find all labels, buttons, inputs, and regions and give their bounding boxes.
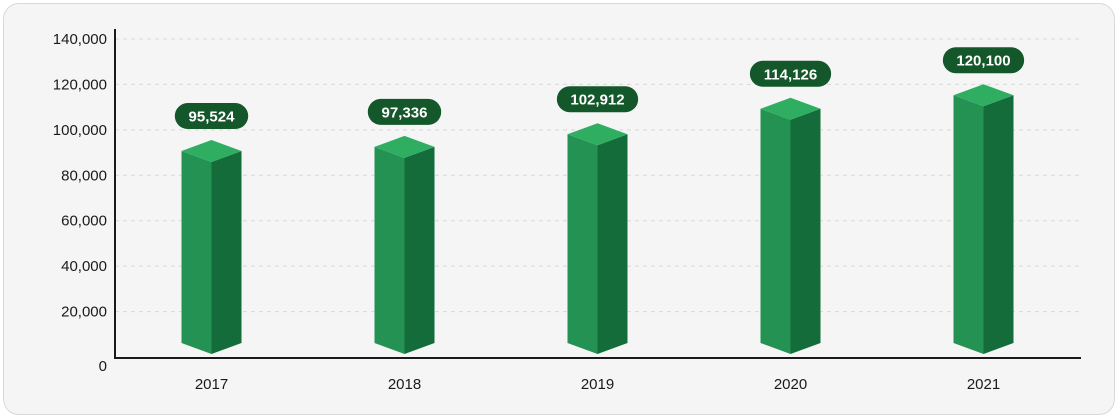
value-label-2021: 120,100 [942,47,1025,74]
bar-2019 [567,123,628,354]
y-tick-label: 140,000 [53,31,107,48]
y-tick-label: 40,000 [61,258,107,275]
y-tick-label: 80,000 [61,167,107,184]
value-label-2020: 114,126 [749,60,832,87]
value-label-2018: 97,336 [367,98,442,125]
value-text: 120,100 [956,53,1010,70]
bar-right-face [597,134,628,354]
y-tick-label: 100,000 [53,122,107,139]
bar-top-face [953,84,1014,107]
value-label-2019: 102,912 [556,86,639,113]
bar-right-face [211,151,242,354]
bar-right-face [790,108,821,355]
y-tick-label: 0 [99,358,107,375]
value-pill [556,86,639,113]
bar-left-face [374,146,405,354]
value-label-2017: 95,524 [174,103,249,130]
bar-top-face [181,140,242,163]
x-axis-label-2019: 2019 [581,376,614,393]
x-axis-label-2017: 2017 [195,376,228,393]
x-axis-label-2020: 2020 [774,376,807,393]
bar-left-face [181,151,212,354]
value-pill [942,47,1025,74]
y-tick-label: 120,000 [53,76,107,93]
value-text: 95,524 [189,109,236,126]
value-text: 114,126 [764,66,817,83]
value-pill [174,103,249,130]
value-text: 97,336 [382,104,428,121]
bar-top-face [567,123,628,146]
value-text: 102,912 [570,92,624,109]
bar-right-face [404,146,435,354]
y-tick-label: 20,000 [61,304,107,321]
bar-2018 [374,135,435,354]
bar-top-face [760,97,821,120]
bar-left-face [760,108,791,355]
x-axis-label-2018: 2018 [388,376,421,393]
bar-2020 [760,97,821,355]
bar-top-face [374,135,435,158]
bar-right-face [983,95,1014,355]
x-axis-label-2021: 2021 [967,376,1000,393]
bar-2017 [181,140,242,354]
bar-2021 [953,84,1014,355]
y-tick-label: 60,000 [61,213,107,230]
value-pill [749,60,832,87]
value-pill [367,98,442,125]
bar-left-face [567,134,598,354]
bar-left-face [953,95,984,355]
